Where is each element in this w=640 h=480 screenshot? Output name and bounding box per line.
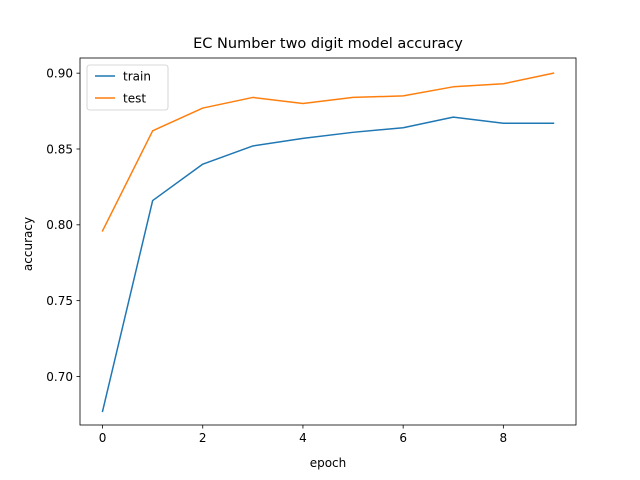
y-tick-label: 0.90	[46, 66, 73, 80]
legend-label-train: train	[123, 69, 151, 83]
x-tick-label: 6	[399, 431, 407, 445]
x-axis-label: epoch	[310, 456, 347, 470]
x-tick-label: 4	[299, 431, 307, 445]
legend: train test	[86, 64, 169, 111]
chart-title: EC Number two digit model accuracy	[193, 36, 463, 52]
legend-label-test: test	[123, 91, 146, 105]
x-tick-label: 2	[199, 431, 207, 445]
series-line-test	[101, 72, 555, 232]
y-tick-label: 0.85	[46, 142, 73, 156]
y-tick-label: 0.70	[46, 370, 73, 384]
plot-frame	[79, 57, 577, 426]
x-tick-label: 8	[500, 431, 508, 445]
series-line-train	[101, 116, 555, 413]
x-tick-label: 0	[99, 431, 107, 445]
y-axis-label: accuracy	[21, 217, 35, 271]
plot-area	[101, 72, 555, 413]
y-tick-label: 0.80	[46, 218, 73, 232]
y-tick-label: 0.75	[46, 294, 73, 308]
axes: 0 2 4 6 8 0.70 0.75 0.80 0.85 0.90	[46, 57, 577, 445]
